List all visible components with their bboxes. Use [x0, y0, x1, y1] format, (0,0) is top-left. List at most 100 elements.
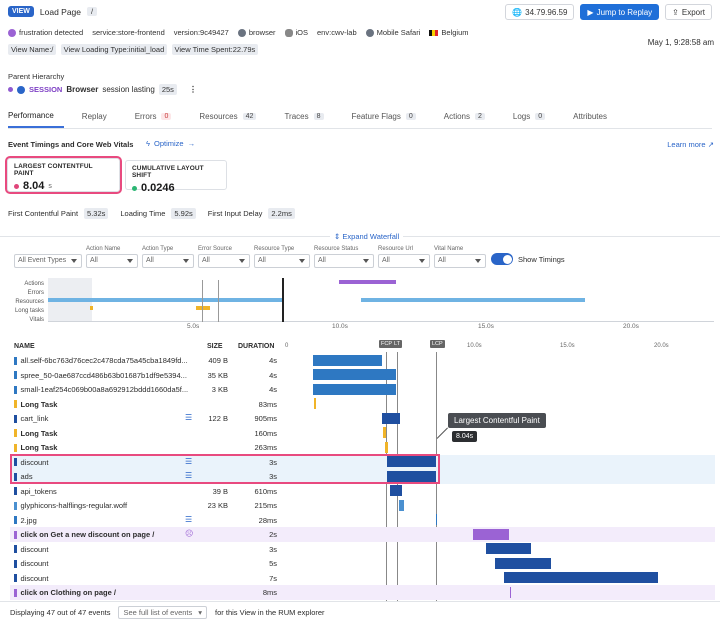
- tab-errors[interactable]: Errors 0: [135, 111, 182, 128]
- session-label: SESSION: [29, 85, 63, 94]
- tab-replay[interactable]: Replay: [81, 112, 107, 121]
- filter-resource-status[interactable]: Resource Status All: [314, 246, 374, 268]
- lcp-card[interactable]: LARGEST CONTENTFUL PAINT 8.04 s: [5, 156, 122, 194]
- waterfall-bar[interactable]: [314, 398, 316, 409]
- tag-frustration[interactable]: frustration detected: [8, 28, 83, 37]
- frustration-icon: [8, 28, 16, 37]
- show-timings-toggle[interactable]: Show Timings: [491, 253, 565, 265]
- row-label: click on Get a new discount on page /: [20, 530, 155, 539]
- row-name: discount: [14, 545, 48, 554]
- waterfall-bar[interactable]: [313, 369, 396, 380]
- filter-action-name[interactable]: Action Name All: [86, 246, 138, 268]
- waterfall-bar[interactable]: [387, 456, 436, 467]
- waterfall-bar[interactable]: [313, 354, 382, 366]
- resource-row[interactable]: all.self-6bc763d76cec2c478cda75a45cba184…: [10, 353, 715, 368]
- attr-loading-type[interactable]: View Loading Type:initial_load: [60, 44, 168, 55]
- waterfall-bar[interactable]: [399, 499, 404, 511]
- fcp-marker[interactable]: FCP: [379, 340, 394, 348]
- row-duration: 4s: [269, 370, 277, 380]
- resource-row[interactable]: api_tokens 39 B 610ms: [10, 484, 715, 499]
- timeline-overview[interactable]: Actions Errors Resources Long tasks Vita…: [0, 276, 720, 332]
- tag-version[interactable]: version:9c49427: [173, 28, 229, 37]
- session-link[interactable]: SESSION Browser session lasting 25s ⋮: [8, 84, 197, 95]
- waterfall-bar[interactable]: [390, 485, 402, 496]
- expand-waterfall-button[interactable]: ⇕ Expand Waterfall: [330, 232, 404, 241]
- row-size: 39 B: [212, 486, 228, 496]
- row-duration: 3s: [269, 457, 277, 467]
- tag-service[interactable]: service:store-frontend: [92, 28, 165, 37]
- tag-env[interactable]: env:cwv-lab: [317, 28, 357, 37]
- resource-row[interactable]: 2.jpg ☰ 28ms: [10, 513, 715, 528]
- longtask-row[interactable]: Long Task 263ms: [10, 440, 715, 455]
- tab-feature-flags[interactable]: Feature Flags 0: [352, 111, 426, 128]
- resource-row[interactable]: discount ☰ 3s: [10, 454, 715, 469]
- tab-logs[interactable]: Logs 0: [513, 111, 555, 128]
- fcp-value: 5.32s: [84, 208, 109, 219]
- waterfall-bar[interactable]: [382, 412, 400, 424]
- tag-device[interactable]: Mobile Safari: [365, 28, 420, 37]
- filter-resource-type[interactable]: Resource Type All: [254, 246, 310, 268]
- tab-resources[interactable]: Resources 42: [199, 111, 266, 128]
- fcp-label: First Contentful Paint: [8, 209, 79, 218]
- row-name: 2.jpg: [14, 516, 37, 525]
- action-row[interactable]: click on Clothing on page / 8ms: [10, 585, 715, 600]
- lt-marker[interactable]: LT: [392, 340, 403, 348]
- trace-icon[interactable]: ☰: [185, 456, 193, 466]
- resource-row[interactable]: discount 3s: [10, 542, 715, 557]
- waterfall-bar[interactable]: [504, 572, 658, 583]
- longtask-row[interactable]: Long Task 160ms: [10, 426, 715, 441]
- waterfall-bar[interactable]: [486, 543, 531, 554]
- attr-view-name[interactable]: View Name:/: [8, 44, 57, 55]
- filter-action-type[interactable]: Action Type All: [142, 246, 194, 268]
- filter-vital-name[interactable]: Vital Name All: [434, 246, 486, 268]
- waterfall-bar[interactable]: [436, 514, 437, 525]
- ip-chip[interactable]: 🌐 34.79.96.59: [505, 4, 575, 20]
- filter-resource-url[interactable]: Resource Url All: [378, 246, 430, 268]
- waterfall-bar[interactable]: [383, 427, 386, 438]
- header-actions: 🌐 34.79.96.59 ▶ Jump to Replay ⇪ Export: [505, 4, 712, 20]
- waterfall-bar[interactable]: [495, 557, 551, 569]
- col-name-header[interactable]: NAME: [14, 343, 35, 350]
- see-full-list-select[interactable]: See full list of events ▾: [118, 605, 208, 619]
- resource-row[interactable]: ads ☰ 3s: [10, 469, 715, 484]
- trace-icon[interactable]: ☰: [185, 471, 193, 480]
- waterfall-bar[interactable]: [313, 383, 396, 395]
- resource-row[interactable]: spree_50-0ae687ccd486b63b01687b1df9e5394…: [10, 368, 715, 383]
- more-icon[interactable]: ⋮: [188, 85, 197, 94]
- resource-row[interactable]: glyphicons-halflings-regular.woff 23 KB 21…: [10, 498, 715, 513]
- col-size-header[interactable]: SIZE: [207, 343, 223, 350]
- tab-attributes[interactable]: Attributes: [573, 112, 607, 121]
- tag-country[interactable]: Belgium: [429, 28, 469, 37]
- tab-performance[interactable]: Performance: [8, 111, 64, 128]
- tab-actions[interactable]: Actions 2: [444, 111, 495, 128]
- waterfall-bar[interactable]: [387, 470, 436, 482]
- tag-browser[interactable]: browser: [237, 28, 276, 37]
- action-row[interactable]: click on Get a new discount on page / ☹ 2s: [10, 527, 715, 542]
- cls-label: CUMULATIVE LAYOUT SHIFT: [132, 165, 204, 179]
- logs-count: 0: [535, 113, 546, 120]
- resource-row[interactable]: discount 7s: [10, 571, 715, 586]
- trace-icon[interactable]: ☰: [185, 514, 193, 524]
- longtask-row[interactable]: Long Task 83ms: [10, 397, 715, 412]
- jump-to-replay-button[interactable]: ▶ Jump to Replay: [580, 4, 660, 20]
- tag-os[interactable]: iOS: [284, 28, 308, 37]
- optimize-link[interactable]: ϟ Optimize →: [146, 139, 196, 148]
- resource-row[interactable]: discount 5s: [10, 556, 715, 571]
- lcp-marker[interactable]: LCP: [430, 340, 445, 348]
- cls-card[interactable]: CUMULATIVE LAYOUT SHIFT 0.0246: [125, 160, 227, 194]
- frustration-icon[interactable]: ☹: [185, 529, 194, 538]
- attr-time-spent[interactable]: View Time Spent:22.79s: [171, 44, 259, 55]
- filter-error-source[interactable]: Error Source All: [198, 246, 250, 268]
- filter-event-types[interactable]: All Event Types: [14, 246, 82, 268]
- trace-icon[interactable]: ☰: [185, 413, 193, 422]
- learn-more-link[interactable]: Learn more ↗: [667, 140, 714, 149]
- tab-traces[interactable]: Traces 8: [284, 111, 333, 128]
- resource-row[interactable]: small-1eaf254c069b00a8a692912bddd1660da5…: [10, 382, 715, 397]
- export-button[interactable]: ⇪ Export: [665, 4, 712, 20]
- waterfall-bar[interactable]: [473, 528, 509, 540]
- waterfall-bar[interactable]: [385, 441, 388, 453]
- resource-row[interactable]: cart_link ☰ 122 B 905ms: [10, 411, 715, 426]
- col-duration-header[interactable]: DURATION: [238, 343, 275, 350]
- session-duration: 25s: [158, 84, 177, 95]
- waterfall-bar[interactable]: [510, 586, 511, 598]
